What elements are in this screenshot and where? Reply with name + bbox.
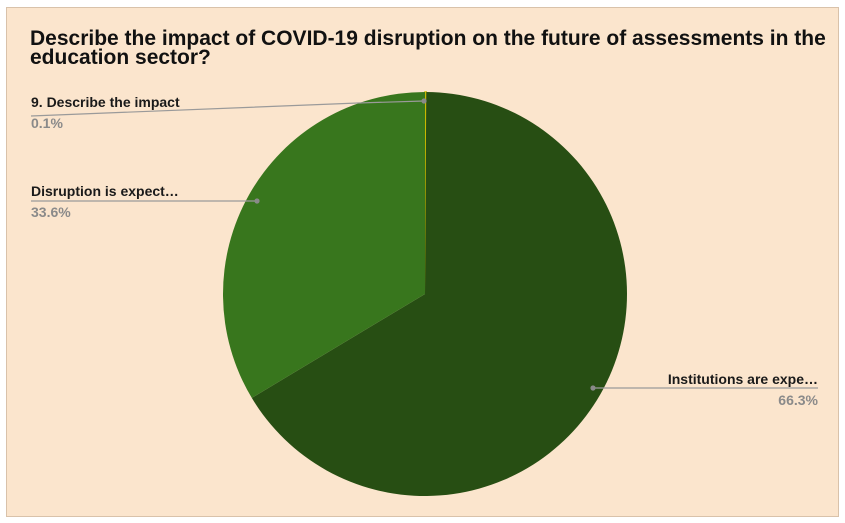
pie-slices: [223, 92, 627, 496]
slice-label-1: Institutions are expe…: [668, 371, 818, 387]
slice-label-0: 9. Describe the impact: [31, 94, 180, 110]
slice-label-2: Disruption is expect…: [31, 183, 179, 199]
slice-percent-0: 0.1%: [31, 115, 63, 131]
slice-percent-2: 33.6%: [31, 204, 71, 220]
callout-line-2: [31, 198, 260, 203]
slice-percent-1: 66.3%: [778, 392, 818, 408]
